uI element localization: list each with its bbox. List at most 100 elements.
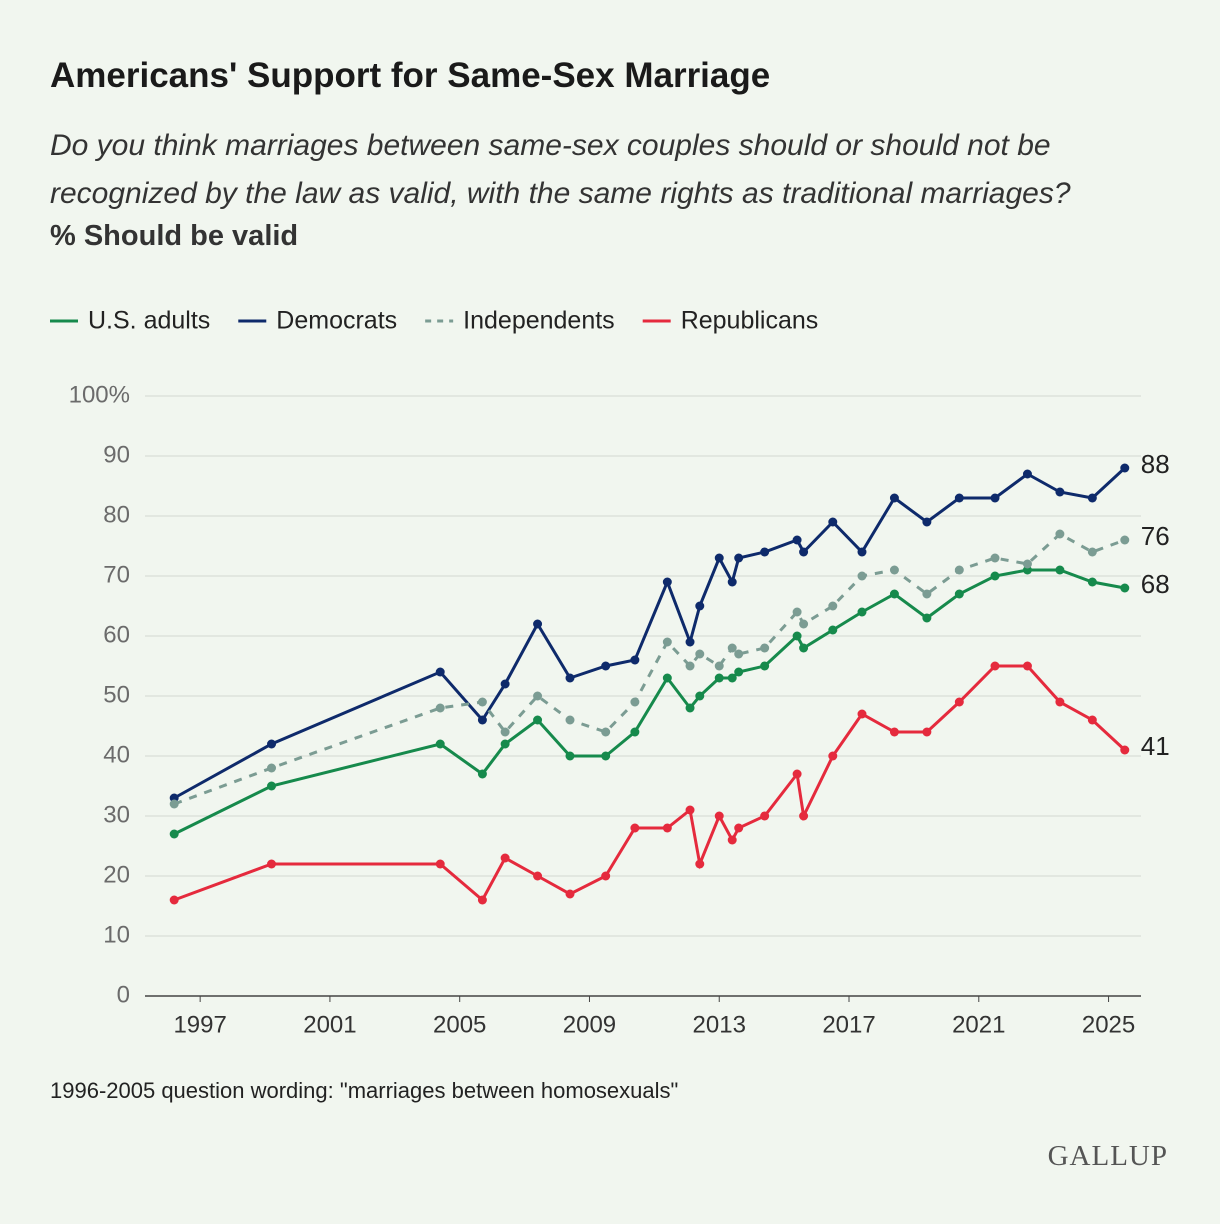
data-point	[734, 649, 744, 659]
data-point	[477, 697, 487, 707]
data-point	[1120, 463, 1130, 473]
data-point	[1055, 529, 1065, 539]
data-point	[267, 859, 277, 869]
y-tick-label: 90	[103, 441, 130, 468]
data-point	[799, 643, 809, 653]
data-point	[889, 727, 899, 737]
data-point	[727, 673, 737, 683]
data-point	[500, 679, 510, 689]
data-point	[267, 781, 277, 791]
y-tick-label: 50	[103, 681, 130, 708]
data-point	[922, 589, 932, 599]
data-point	[1087, 715, 1097, 725]
data-point	[760, 661, 770, 671]
data-point	[1087, 547, 1097, 557]
data-point	[792, 607, 802, 617]
data-point	[714, 553, 724, 563]
measure-label: % Should be valid	[50, 220, 299, 252]
legend-label: Independents	[463, 307, 615, 335]
data-point	[857, 709, 867, 719]
data-point	[922, 727, 932, 737]
y-tick-label: 80	[103, 501, 130, 528]
data-point	[630, 727, 640, 737]
data-point	[533, 619, 543, 629]
data-point	[792, 535, 802, 545]
data-point	[799, 619, 809, 629]
chart-title: Americans' Support for Same-Sex Marriage	[50, 56, 771, 95]
data-point	[714, 673, 724, 683]
data-point	[685, 637, 695, 647]
x-tick-label: 2005	[433, 1011, 486, 1038]
legend-label: Democrats	[276, 307, 397, 335]
y-tick-label: 30	[103, 801, 130, 828]
x-tick-label: 2021	[952, 1011, 1005, 1038]
data-point	[685, 703, 695, 713]
data-point	[169, 895, 179, 905]
data-point	[630, 697, 640, 707]
data-point	[828, 601, 838, 611]
data-point	[630, 655, 640, 665]
end-label: 88	[1141, 449, 1170, 479]
data-point	[799, 547, 809, 557]
data-point	[760, 811, 770, 821]
data-point	[477, 769, 487, 779]
data-point	[601, 727, 611, 737]
data-point	[954, 565, 964, 575]
data-point	[990, 493, 1000, 503]
data-point	[695, 649, 705, 659]
data-point	[734, 823, 744, 833]
data-point	[1120, 745, 1130, 755]
y-tick-label: 20	[103, 861, 130, 888]
data-point	[954, 589, 964, 599]
legend-label: Republicans	[681, 307, 819, 335]
source-logo: GALLUP	[1047, 1140, 1168, 1172]
end-label: 41	[1141, 731, 1170, 761]
data-point	[662, 577, 672, 587]
data-point	[1087, 577, 1097, 587]
data-point	[435, 859, 445, 869]
data-point	[792, 631, 802, 641]
data-point	[477, 895, 487, 905]
data-point	[889, 589, 899, 599]
data-point	[714, 811, 724, 821]
data-point	[662, 823, 672, 833]
data-point	[477, 715, 487, 725]
series-line	[173, 568, 1126, 836]
data-point	[922, 517, 932, 527]
data-point	[267, 763, 277, 773]
end-label: 76	[1141, 521, 1170, 551]
data-point	[169, 799, 179, 809]
data-point	[500, 727, 510, 737]
data-point	[714, 661, 724, 671]
data-point	[500, 853, 510, 863]
data-point	[533, 691, 543, 701]
data-point	[760, 643, 770, 653]
data-point	[169, 829, 179, 839]
data-point	[990, 571, 1000, 581]
data-point	[662, 637, 672, 647]
data-point	[685, 661, 695, 671]
data-point	[1055, 565, 1065, 575]
y-tick-label: 10	[103, 921, 130, 948]
data-point	[857, 607, 867, 617]
data-point	[695, 601, 705, 611]
data-point	[565, 673, 575, 683]
data-point	[601, 751, 611, 761]
data-point	[1022, 559, 1032, 569]
data-point	[734, 667, 744, 677]
legend-label: U.S. adults	[88, 307, 210, 335]
data-point	[685, 805, 695, 815]
end-label: 68	[1141, 569, 1170, 599]
y-tick-label: 70	[103, 561, 130, 588]
data-point	[1055, 697, 1065, 707]
data-point	[828, 751, 838, 761]
data-point	[695, 859, 705, 869]
data-point	[792, 769, 802, 779]
y-tick-label: 0	[117, 981, 130, 1008]
data-point	[727, 577, 737, 587]
data-point	[435, 667, 445, 677]
data-point	[500, 739, 510, 749]
data-point	[533, 871, 543, 881]
